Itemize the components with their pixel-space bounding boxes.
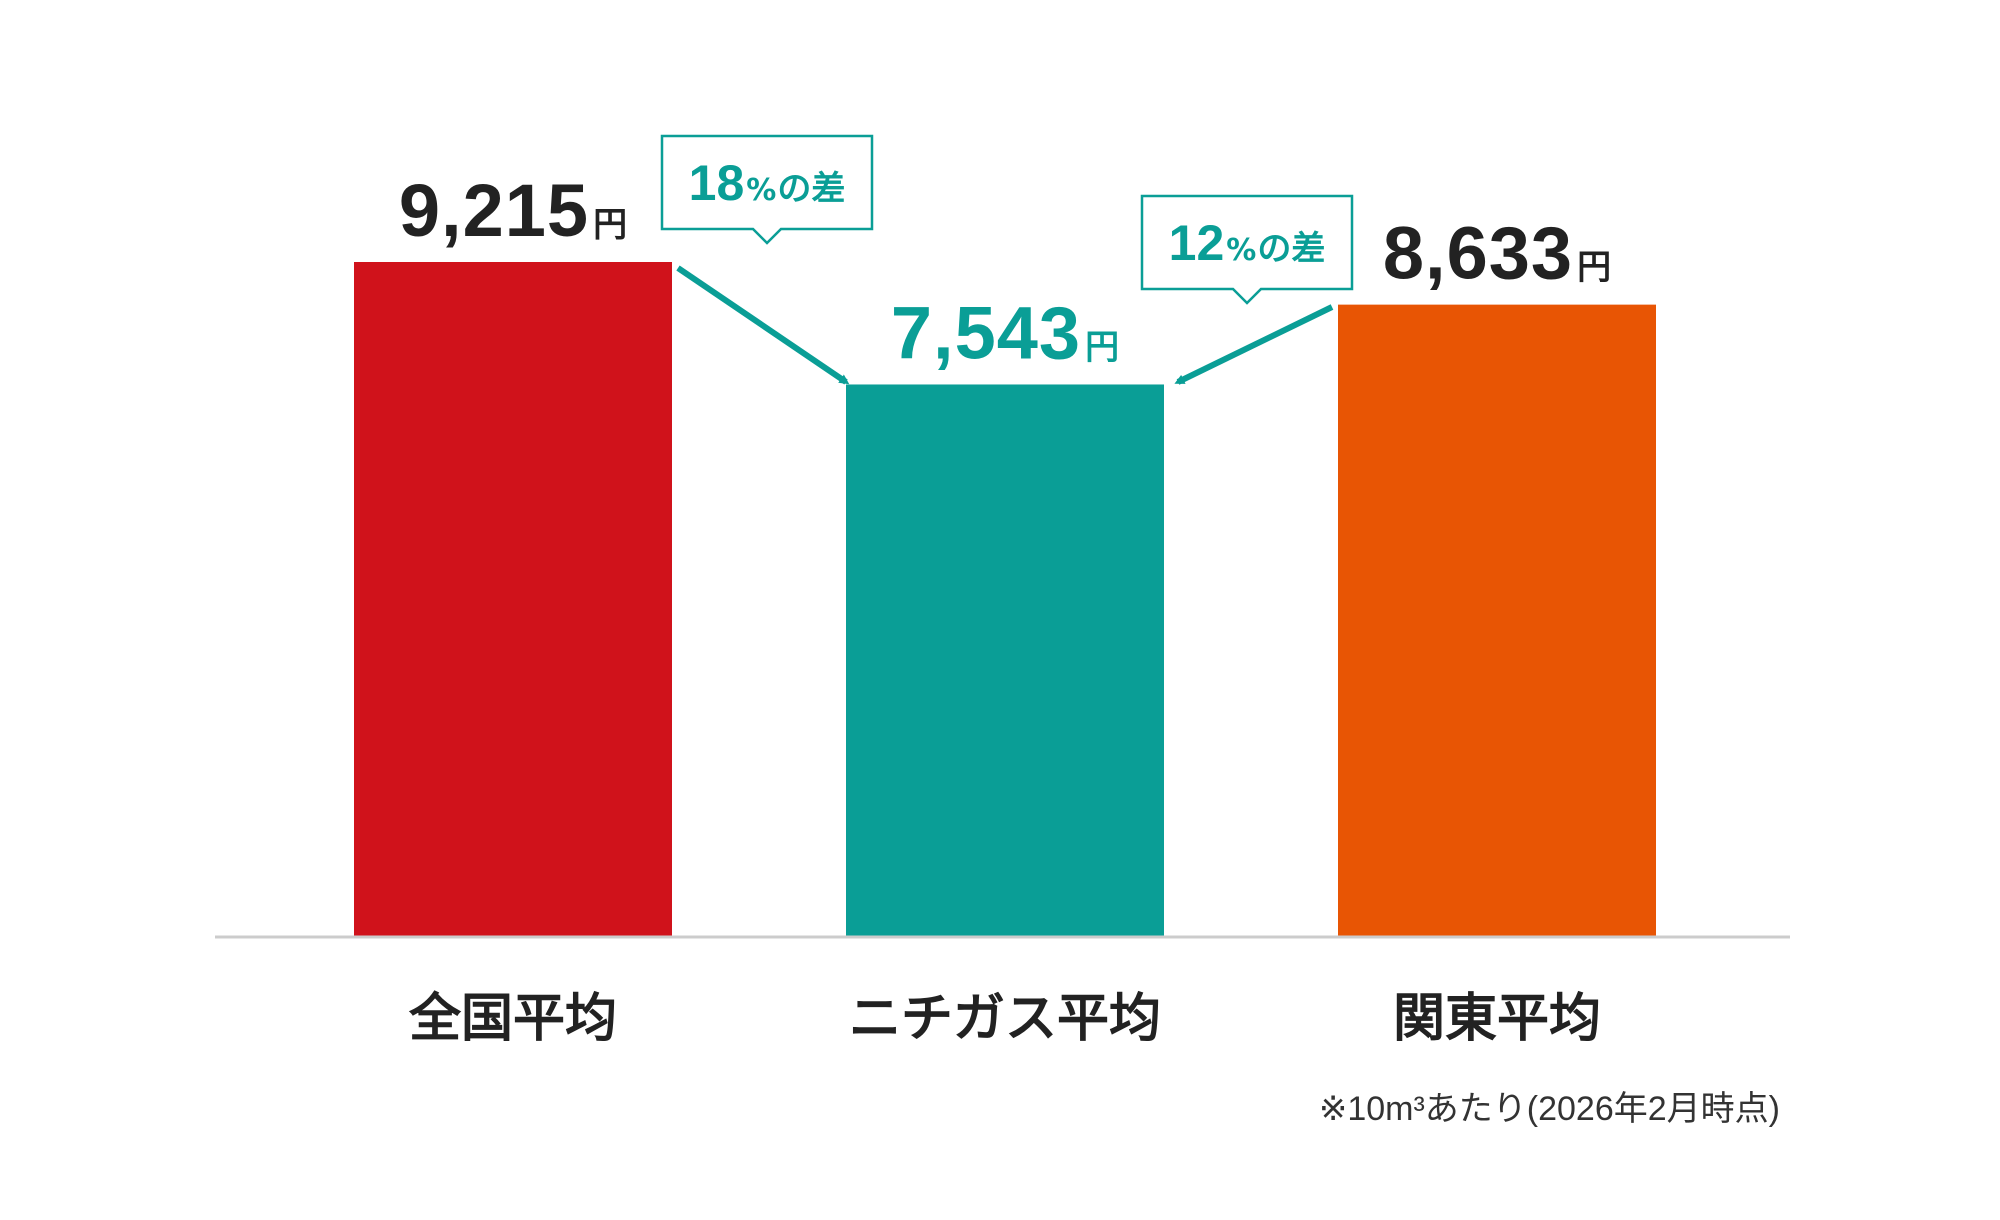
bars-layer	[354, 262, 1656, 937]
bar	[846, 384, 1164, 937]
value-label: 7,543 円	[891, 291, 1119, 374]
callout-percent: %	[1226, 233, 1256, 268]
value-label-number: 8,633	[1383, 212, 1573, 295]
bar	[354, 262, 672, 937]
callout-number: 12	[1169, 215, 1225, 271]
value-label-number: 9,215	[399, 169, 589, 252]
category-labels-layer: 全国平均 ニチガス平均 関東平均	[408, 989, 1601, 1049]
bar	[1338, 304, 1656, 937]
callout-percent: %	[746, 173, 776, 208]
value-label-unit: 円	[1085, 327, 1119, 367]
value-labels-layer: 9,215 円7,543 円8,633 円	[399, 169, 1611, 374]
callout-suffix: の差	[1257, 229, 1325, 269]
value-label-unit: 円	[593, 205, 627, 245]
category-label: 全国平均	[408, 989, 617, 1049]
callout-number: 18	[689, 155, 745, 211]
callout-box	[660, 134, 874, 245]
callout-label: 18%の差	[689, 155, 846, 211]
value-label: 8,633 円	[1383, 212, 1611, 295]
value-label: 9,215 円	[399, 169, 627, 252]
callout-arrow	[676, 265, 850, 385]
value-label-number: 7,543	[891, 291, 1081, 374]
value-label-unit: 円	[1577, 248, 1611, 288]
category-label: 関東平均	[1393, 989, 1601, 1049]
callout-label: 12%の差	[1169, 215, 1326, 271]
callout-arrow	[1174, 304, 1334, 385]
callout-box	[1140, 194, 1354, 305]
difference-callout: 18%の差	[660, 134, 874, 385]
difference-callout: 12%の差	[1140, 194, 1354, 385]
category-label: ニチガス平均	[849, 989, 1161, 1049]
callout-suffix: の差	[777, 169, 845, 209]
footnote: ※10m³あたり(2026年2月時点)	[1319, 1090, 1780, 1128]
